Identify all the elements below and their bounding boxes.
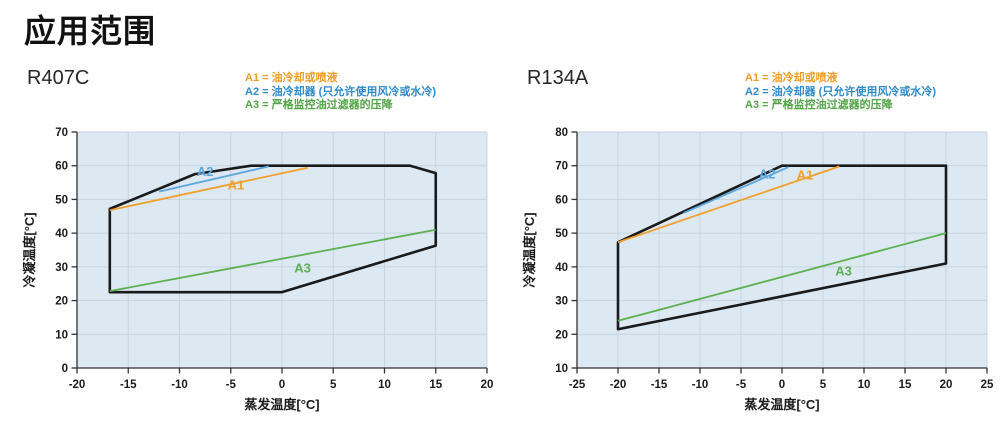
r407c-plot: A1 A2 A3 -20 -15 -10 -5 0 5 10 15 20 0 10 20 30 40 50 60 70…	[22, 127, 493, 412]
a2-line	[158, 165, 269, 193]
y-tick-label: 40	[555, 262, 568, 274]
a3-line-label: A3	[294, 261, 311, 276]
r407c-chart: A1 A2 A3 -20 -15 -10 -5 0 5 10 15 20 0 10 20 30 40 50 60 70…	[20, 120, 493, 420]
y-tick-label: 50	[55, 194, 68, 206]
y-tick-label: 60	[55, 161, 68, 173]
legend-r407c: A1 = 油冷却或喷液 A2 = 油冷却器 (只允许使用风冷或水冷) A3 = …	[245, 72, 436, 113]
r134a-plot: A1 A2 A3 -25 -20 -15 -10 -5 0 5 10 15 20 25 10 20 30 40 50…	[522, 127, 994, 412]
y-tick-label: 40	[55, 228, 68, 240]
y-tick-label: 10	[555, 363, 568, 375]
chart-title-r407c: R407C	[27, 67, 90, 89]
x-tick-label: 20	[481, 379, 494, 391]
y-tick-label: 30	[55, 262, 68, 274]
legend-item-a3: A3 = 严格监控油过滤器的压降	[745, 99, 893, 111]
a3-line-label: A3	[835, 263, 852, 278]
x-tick-label: -10	[692, 379, 709, 391]
a1-line-label: A1	[228, 177, 245, 192]
y-axis-title: 冷凝温度[°C]	[22, 212, 37, 287]
x-tick-label: 15	[899, 379, 912, 391]
x-tick-label: -20	[610, 379, 627, 391]
page-title: 应用范围	[24, 13, 157, 49]
y-tick-label: 70	[555, 161, 568, 173]
y-tick-label: 20	[55, 296, 68, 308]
legend-item-a3: A3 = 严格监控油过滤器的压降	[245, 99, 393, 111]
x-tick-label: 10	[378, 379, 391, 391]
x-tick-label: -15	[651, 379, 668, 391]
y-tick-label: 50	[555, 228, 568, 240]
y-tick-label: 30	[555, 296, 568, 308]
chart-title-r134a: R134A	[527, 67, 589, 89]
y-tick-label: 70	[55, 127, 68, 139]
x-tick-label: 25	[981, 379, 994, 391]
x-tick-label: -20	[69, 379, 86, 391]
x-tick-label: 10	[858, 379, 871, 391]
x-tick-label: 15	[429, 379, 442, 391]
x-axis-title: 蒸发温度[°C]	[244, 397, 319, 412]
a3-line	[617, 232, 947, 322]
y-axis-title: 冷凝温度[°C]	[522, 212, 537, 287]
x-tick-label: 5	[820, 379, 827, 391]
x-axis-title: 蒸发温度[°C]	[744, 397, 819, 412]
y-tick-label: 20	[555, 329, 568, 341]
a1-line	[109, 166, 308, 212]
x-tick-label: 20	[940, 379, 953, 391]
a2-line-label: A2	[197, 164, 214, 179]
y-tick-label: 60	[555, 194, 568, 206]
a3-line	[109, 228, 436, 293]
operating-envelope	[108, 164, 438, 294]
legend-item-a2: A2 = 油冷却器 (只允许使用风冷或水冷)	[745, 85, 936, 98]
y-tick-label: 10	[55, 329, 68, 341]
x-tick-label: -25	[569, 379, 586, 391]
a1-line	[617, 165, 840, 244]
r134a-chart: A1 A2 A3 -25 -20 -15 -10 -5 0 5 10 15 20 25 10 20 30 40 50…	[520, 120, 994, 420]
operating-envelope	[616, 164, 948, 331]
y-tick-label: 0	[62, 363, 68, 375]
legend-item-a2: A2 = 油冷却器 (只允许使用风冷或水冷)	[245, 85, 436, 98]
x-tick-label: 0	[779, 379, 785, 391]
a2-line	[683, 166, 789, 214]
x-tick-label: 0	[279, 379, 285, 391]
y-tick-label: 80	[555, 127, 568, 139]
x-tick-label: 5	[330, 379, 337, 391]
a2-line-label: A2	[759, 166, 776, 181]
x-tick-label: -10	[171, 379, 188, 391]
x-tick-label: -15	[120, 379, 137, 391]
legend-r134a: A1 = 油冷却或喷液 A2 = 油冷却器 (只允许使用风冷或水冷) A3 = …	[745, 72, 936, 113]
legend-item-a1: A1 = 油冷却或喷液	[245, 72, 338, 84]
legend-item-a1: A1 = 油冷却或喷液	[745, 72, 838, 84]
x-tick-label: -5	[736, 379, 747, 391]
x-tick-label: -5	[226, 379, 237, 391]
a1-line-label: A1	[797, 167, 814, 182]
